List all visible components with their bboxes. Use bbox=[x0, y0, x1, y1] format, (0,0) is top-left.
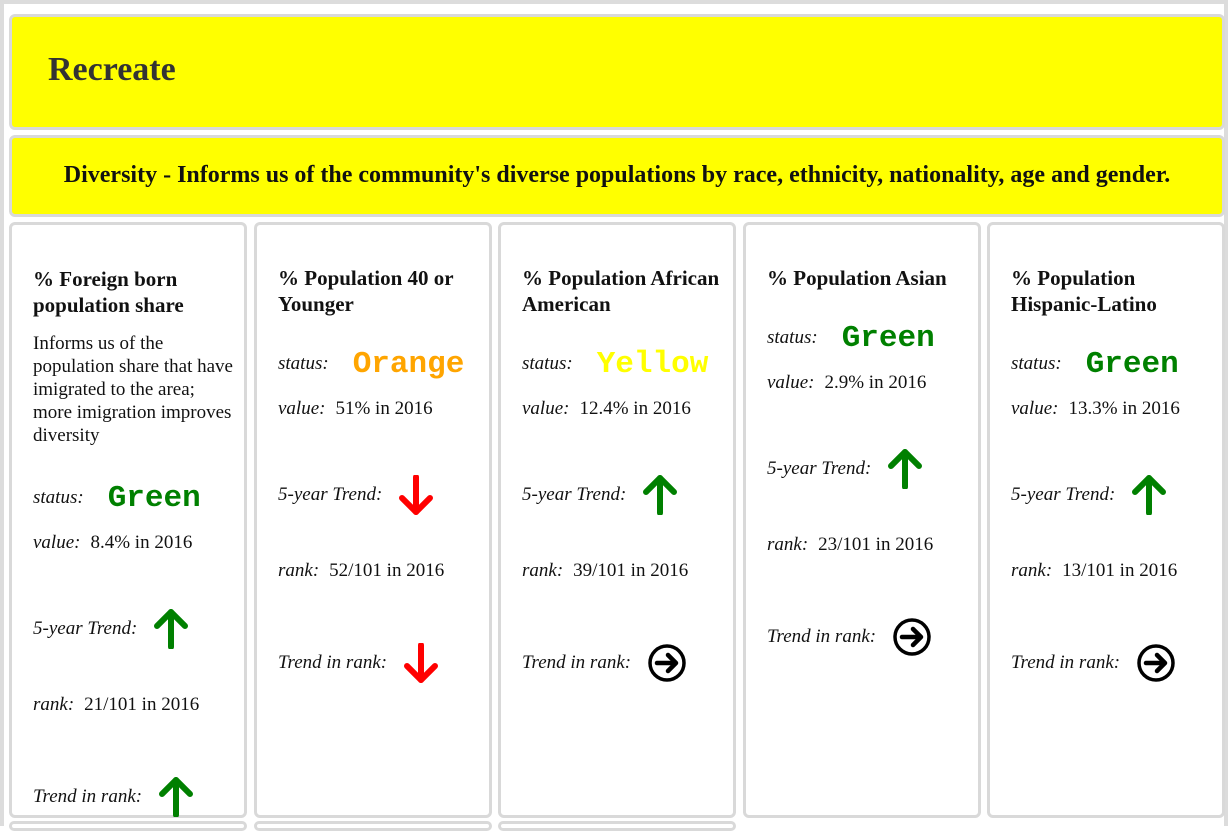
circle-arrow-right-icon bbox=[647, 643, 687, 683]
rank-label: rank: bbox=[767, 534, 809, 555]
rank-row: rank: 23/101 in 2016 bbox=[767, 533, 968, 557]
rank-text: 21/101 in 2016 bbox=[84, 694, 200, 715]
value-text: 51% in 2016 bbox=[335, 398, 433, 419]
card-description: Informs us of the population share that … bbox=[33, 333, 233, 446]
trend-row: 5-year Trend: bbox=[522, 471, 723, 519]
circle-arrow-right-icon bbox=[1136, 643, 1176, 683]
rank-row: rank: 39/101 in 2016 bbox=[522, 559, 723, 583]
value-label: value: bbox=[1011, 398, 1059, 419]
value-row: value: 2.9% in 2016 bbox=[767, 371, 968, 395]
value-row: value: 13.3% in 2016 bbox=[1011, 397, 1212, 421]
trend-label: 5-year Trend: bbox=[33, 618, 138, 639]
card-body: % Population 40 or Younger status: Orang… bbox=[278, 265, 479, 687]
page-title: Recreate bbox=[48, 51, 176, 88]
value-row: value: 8.4% in 2016 bbox=[33, 531, 234, 555]
trend-in-rank-label: Trend in rank: bbox=[522, 652, 632, 673]
status-value: Green bbox=[1085, 346, 1179, 382]
card-title: % Population African American bbox=[522, 266, 720, 316]
trend-in-rank-row: Trend in rank: bbox=[767, 613, 968, 661]
up-arrow-icon bbox=[1131, 475, 1167, 515]
rank-text: 13/101 in 2016 bbox=[1062, 560, 1178, 581]
rank-text: 39/101 in 2016 bbox=[573, 560, 689, 581]
category-description: Diversity - Informs us of the community'… bbox=[63, 162, 1171, 188]
card-title: % Population Asian bbox=[767, 266, 947, 290]
card-body: % Population Asian status: Green value: … bbox=[767, 265, 968, 661]
status-row: status: Green bbox=[767, 313, 968, 363]
value-text: 2.9% in 2016 bbox=[824, 372, 927, 393]
trend-label: 5-year Trend: bbox=[1011, 484, 1116, 505]
status-value: Green bbox=[107, 480, 201, 516]
trend-label: 5-year Trend: bbox=[767, 458, 872, 479]
next-row-card-stub bbox=[498, 821, 736, 831]
rank-row: rank: 13/101 in 2016 bbox=[1011, 559, 1212, 583]
indicator-card: % Foreign born population share Informs … bbox=[9, 222, 247, 818]
rank-row: rank: 52/101 in 2016 bbox=[278, 559, 479, 583]
rank-text: 52/101 in 2016 bbox=[329, 560, 445, 581]
card-title: % Foreign born population share bbox=[33, 267, 184, 317]
indicator-card: % Population Asian status: Green value: … bbox=[743, 222, 981, 818]
indicator-card: % Population African American status: Ye… bbox=[498, 222, 736, 818]
indicator-card: % Population 40 or Younger status: Orang… bbox=[254, 222, 492, 818]
title-banner: Recreate bbox=[9, 14, 1225, 130]
next-row-card-stub bbox=[254, 821, 492, 831]
status-row: status: Yellow bbox=[522, 339, 723, 389]
trend-label: 5-year Trend: bbox=[522, 484, 627, 505]
circle-arrow-right-icon bbox=[892, 617, 932, 657]
value-row: value: 12.4% in 2016 bbox=[522, 397, 723, 421]
card-title: % Population 40 or Younger bbox=[278, 266, 454, 316]
value-label: value: bbox=[33, 532, 81, 553]
trend-row: 5-year Trend: bbox=[33, 605, 234, 653]
trend-in-rank-label: Trend in rank: bbox=[33, 786, 143, 807]
trend-row: 5-year Trend: bbox=[1011, 471, 1212, 519]
card-body: % Foreign born population share Informs … bbox=[33, 266, 234, 821]
value-row: value: 51% in 2016 bbox=[278, 397, 479, 421]
status-value: Orange bbox=[352, 346, 465, 382]
status-label: status: bbox=[767, 327, 818, 348]
status-label: status: bbox=[33, 487, 84, 508]
trend-in-rank-row: Trend in rank: bbox=[278, 639, 479, 687]
card-body: % Population African American status: Ye… bbox=[522, 265, 723, 687]
rank-label: rank: bbox=[522, 560, 564, 581]
value-label: value: bbox=[767, 372, 815, 393]
next-row-card-stub bbox=[9, 821, 247, 831]
down-arrow-icon bbox=[398, 475, 434, 515]
down-arrow-icon bbox=[403, 643, 439, 683]
trend-row: 5-year Trend: bbox=[767, 445, 968, 493]
rank-label: rank: bbox=[278, 560, 320, 581]
status-label: status: bbox=[1011, 353, 1062, 374]
value-label: value: bbox=[278, 398, 326, 419]
status-row: status: Green bbox=[33, 473, 234, 523]
card-body: % Population Hispanic-Latino status: Gre… bbox=[1011, 265, 1212, 687]
up-arrow-icon bbox=[642, 475, 678, 515]
value-label: value: bbox=[522, 398, 570, 419]
trend-in-rank-row: Trend in rank: bbox=[522, 639, 723, 687]
value-text: 12.4% in 2016 bbox=[579, 398, 691, 419]
trend-in-rank-label: Trend in rank: bbox=[1011, 652, 1121, 673]
trend-row: 5-year Trend: bbox=[278, 471, 479, 519]
up-arrow-icon bbox=[887, 449, 923, 489]
status-row: status: Orange bbox=[278, 339, 479, 389]
status-value: Yellow bbox=[596, 346, 709, 382]
trend-in-rank-label: Trend in rank: bbox=[278, 652, 388, 673]
rank-text: 23/101 in 2016 bbox=[818, 534, 934, 555]
trend-in-rank-row: Trend in rank: bbox=[1011, 639, 1212, 687]
trend-label: 5-year Trend: bbox=[278, 484, 383, 505]
trend-in-rank-label: Trend in rank: bbox=[767, 626, 877, 647]
value-text: 13.3% in 2016 bbox=[1068, 398, 1180, 419]
category-banner: Diversity - Informs us of the community'… bbox=[9, 135, 1225, 217]
status-value: Green bbox=[841, 320, 935, 356]
rank-label: rank: bbox=[33, 694, 75, 715]
status-row: status: Green bbox=[1011, 339, 1212, 389]
rank-label: rank: bbox=[1011, 560, 1053, 581]
card-title: % Population Hispanic-Latino bbox=[1011, 266, 1157, 316]
up-arrow-icon bbox=[158, 777, 194, 817]
rank-row: rank: 21/101 in 2016 bbox=[33, 693, 234, 717]
status-label: status: bbox=[278, 353, 329, 374]
up-arrow-icon bbox=[153, 609, 189, 649]
trend-in-rank-row: Trend in rank: bbox=[33, 773, 234, 821]
indicator-card: % Population Hispanic-Latino status: Gre… bbox=[987, 222, 1225, 818]
status-label: status: bbox=[522, 353, 573, 374]
value-text: 8.4% in 2016 bbox=[90, 532, 193, 553]
